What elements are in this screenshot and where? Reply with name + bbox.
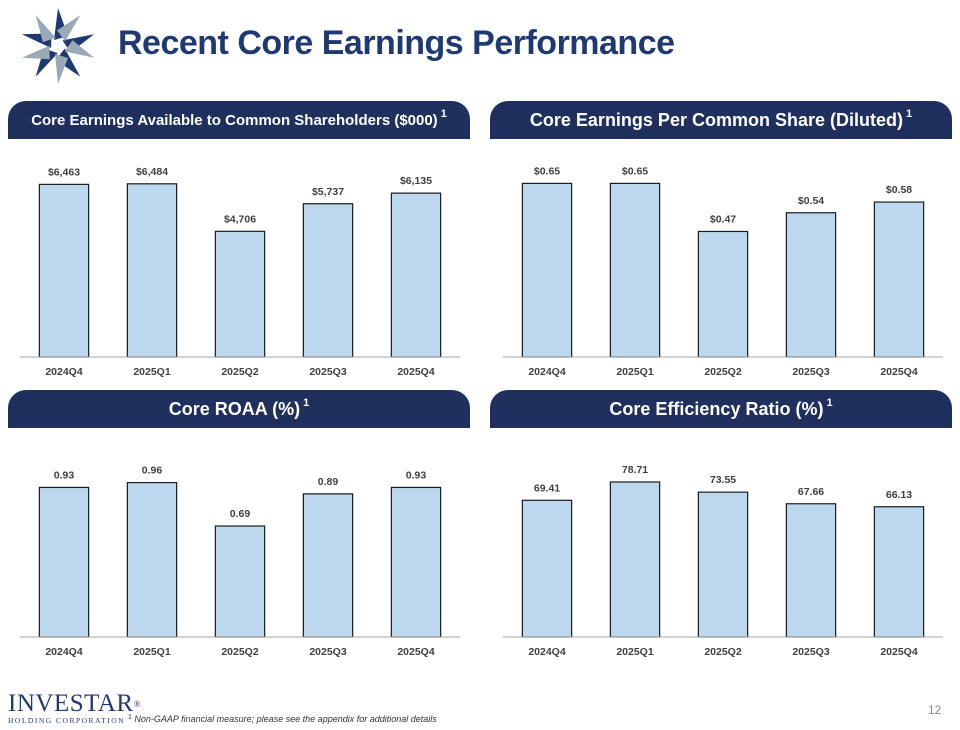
panel-header-core-efficiency-sup: 1: [826, 397, 833, 409]
core-roaa-bar-2025Q3: [302, 493, 354, 638]
core-efficiency-data-label-2025Q4: 66.13: [886, 489, 912, 501]
core-eps-tick-label-2025Q2: 2025Q2: [704, 366, 742, 378]
core-efficiency-data-label-2025Q2: 73.55: [710, 474, 736, 486]
core-roaa-tick-label-2024Q4: 2024Q4: [45, 646, 83, 658]
core-eps-tick-label-2025Q1: 2025Q1: [616, 366, 654, 378]
panel-header-core-eps-label: Core Earnings Per Common Share (Diluted): [529, 109, 903, 130]
core-eps-tick-label-2025Q3: 2025Q3: [792, 366, 830, 378]
core-efficiency-bar-2025Q3: [785, 503, 837, 638]
core-roaa-tick-label-2025Q2: 2025Q2: [221, 646, 259, 658]
core-earnings-data-label-2025Q1: $6,484: [136, 166, 168, 178]
core-eps-data-label-2024Q4: $0.65: [534, 165, 560, 177]
core-roaa-data-label-2025Q4: 0.93: [406, 469, 427, 481]
investar-star-logo-icon: [21, 8, 95, 84]
footnote-text: Non-GAAP financial measure; please see t…: [134, 714, 437, 724]
core-efficiency-data-label-2025Q3: 67.66: [798, 486, 824, 498]
core-efficiency-tick-label-2024Q4: 2024Q4: [528, 646, 566, 658]
core-roaa-data-label-2024Q4: 0.93: [54, 469, 75, 481]
footnote-marker: 1: [128, 714, 132, 721]
core-roaa-tick-label-2025Q4: 2025Q4: [397, 646, 435, 658]
core-eps-tick-label-2024Q4: 2024Q4: [528, 366, 566, 378]
core-roaa-bar-2024Q4: [38, 486, 90, 638]
core-roaa-data-label-2025Q3: 0.89: [318, 476, 339, 488]
panel-header-core-eps-sup: 1: [905, 108, 913, 120]
page-title: Recent Core Earnings Performance: [118, 24, 675, 62]
brand-name: INVESTAR®: [8, 690, 141, 717]
panel-header-core-eps: Core Earnings Per Common Share (Diluted)…: [490, 101, 952, 139]
core-earnings-data-label-2025Q3: $5,737: [312, 186, 344, 198]
core-eps-data-label-2025Q1: $0.65: [622, 165, 648, 177]
core-eps-bar-2025Q3: [785, 212, 837, 358]
core-earnings-bar-2025Q2: [214, 230, 266, 358]
panel-header-core-roaa: Core ROAA (%) 1: [8, 390, 470, 428]
core-earnings-data-label-2025Q2: $4,706: [224, 213, 256, 225]
core-efficiency-bar-2024Q4: [521, 499, 573, 638]
investar-brand: INVESTAR® HOLDING CORPORATION: [8, 690, 141, 725]
core-roaa-tick-label-2025Q3: 2025Q3: [309, 646, 347, 658]
panel-header-core-earnings: Core Earnings Available to Common Shareh…: [8, 101, 470, 139]
core-eps-data-label-2025Q3: $0.54: [798, 195, 824, 207]
brand-trademark: ®: [133, 699, 141, 709]
page-number: 12: [928, 703, 942, 717]
core-efficiency-tick-label-2025Q1: 2025Q1: [616, 646, 654, 658]
core-roaa-bar-2025Q2: [214, 525, 266, 638]
core-roaa-bar-chart: 0.93 2024Q4 0.96 2025Q1 0.69 2025Q2 0.89 2025Q3…: [20, 465, 460, 658]
core-eps-bar-2025Q2: [697, 230, 749, 358]
core-earnings-tick-label-2025Q2: 2025Q2: [221, 366, 259, 378]
core-roaa-bar-2025Q1: [126, 481, 178, 638]
core-eps-bar-chart: $0.65 2024Q4 $0.65 2025Q1 $0.47 2025Q2 $0.54 20…: [503, 165, 943, 378]
core-earnings-tick-label-2025Q1: 2025Q1: [133, 366, 171, 378]
footnote: 1 Non-GAAP financial measure; please see…: [128, 714, 437, 724]
core-earnings-tick-label-2025Q3: 2025Q3: [309, 366, 347, 378]
panel-header-core-earnings-label: Core Earnings Available to Common Shareh…: [31, 111, 438, 129]
panel-header-core-efficiency-label: Core Efficiency Ratio (%): [609, 398, 824, 419]
panel-header-core-earnings-sup: 1: [440, 108, 447, 120]
core-eps-bar-2025Q4: [873, 201, 925, 358]
core-roaa-data-label-2025Q2: 0.69: [230, 508, 251, 520]
core-earnings-tick-label-2024Q4: 2024Q4: [45, 366, 83, 378]
core-eps-tick-label-2025Q4: 2025Q4: [880, 366, 918, 378]
core-efficiency-bar-2025Q2: [697, 491, 749, 638]
core-efficiency-bar-chart: 69.41 2024Q4 78.71 2025Q1 73.55 2025Q2 67.66 20…: [503, 464, 943, 658]
core-efficiency-data-label-2024Q4: 69.41: [534, 482, 560, 494]
core-earnings-data-label-2025Q4: $6,135: [400, 175, 432, 187]
core-roaa-tick-label-2025Q1: 2025Q1: [133, 646, 171, 658]
core-eps-bar-2024Q4: [521, 182, 573, 358]
core-earnings-bar-chart: $6,463 2024Q4 $6,484 2025Q1 $4,706 2025Q2 $5,7…: [20, 166, 460, 378]
core-efficiency-tick-label-2025Q3: 2025Q3: [792, 646, 830, 658]
brand-subtitle: HOLDING CORPORATION: [8, 716, 126, 725]
core-efficiency-bar-2025Q1: [609, 481, 661, 638]
core-eps-data-label-2025Q2: $0.47: [710, 213, 736, 225]
core-efficiency-tick-label-2025Q4: 2025Q4: [880, 646, 918, 658]
core-earnings-bar-2025Q1: [126, 183, 178, 358]
core-earnings-data-label-2024Q4: $6,463: [48, 166, 80, 178]
panel-header-core-efficiency: Core Efficiency Ratio (%) 1: [490, 390, 952, 428]
core-roaa-data-label-2025Q1: 0.96: [142, 465, 163, 477]
core-earnings-bar-2025Q3: [302, 203, 354, 358]
core-eps-data-label-2025Q4: $0.58: [886, 184, 912, 196]
brand-name-text: INVESTAR: [8, 690, 134, 717]
core-efficiency-data-label-2025Q1: 78.71: [622, 464, 648, 476]
core-efficiency-tick-label-2025Q2: 2025Q2: [704, 646, 742, 658]
core-earnings-tick-label-2025Q4: 2025Q4: [397, 366, 435, 378]
core-earnings-bar-2024Q4: [38, 183, 90, 358]
core-roaa-bar-2025Q4: [390, 486, 442, 638]
core-earnings-bar-2025Q4: [390, 192, 442, 358]
core-eps-bar-2025Q1: [609, 182, 661, 358]
core-efficiency-bar-2025Q4: [873, 506, 925, 638]
panel-header-core-roaa-sup: 1: [303, 397, 310, 409]
panel-header-core-roaa-label: Core ROAA (%): [168, 398, 301, 419]
